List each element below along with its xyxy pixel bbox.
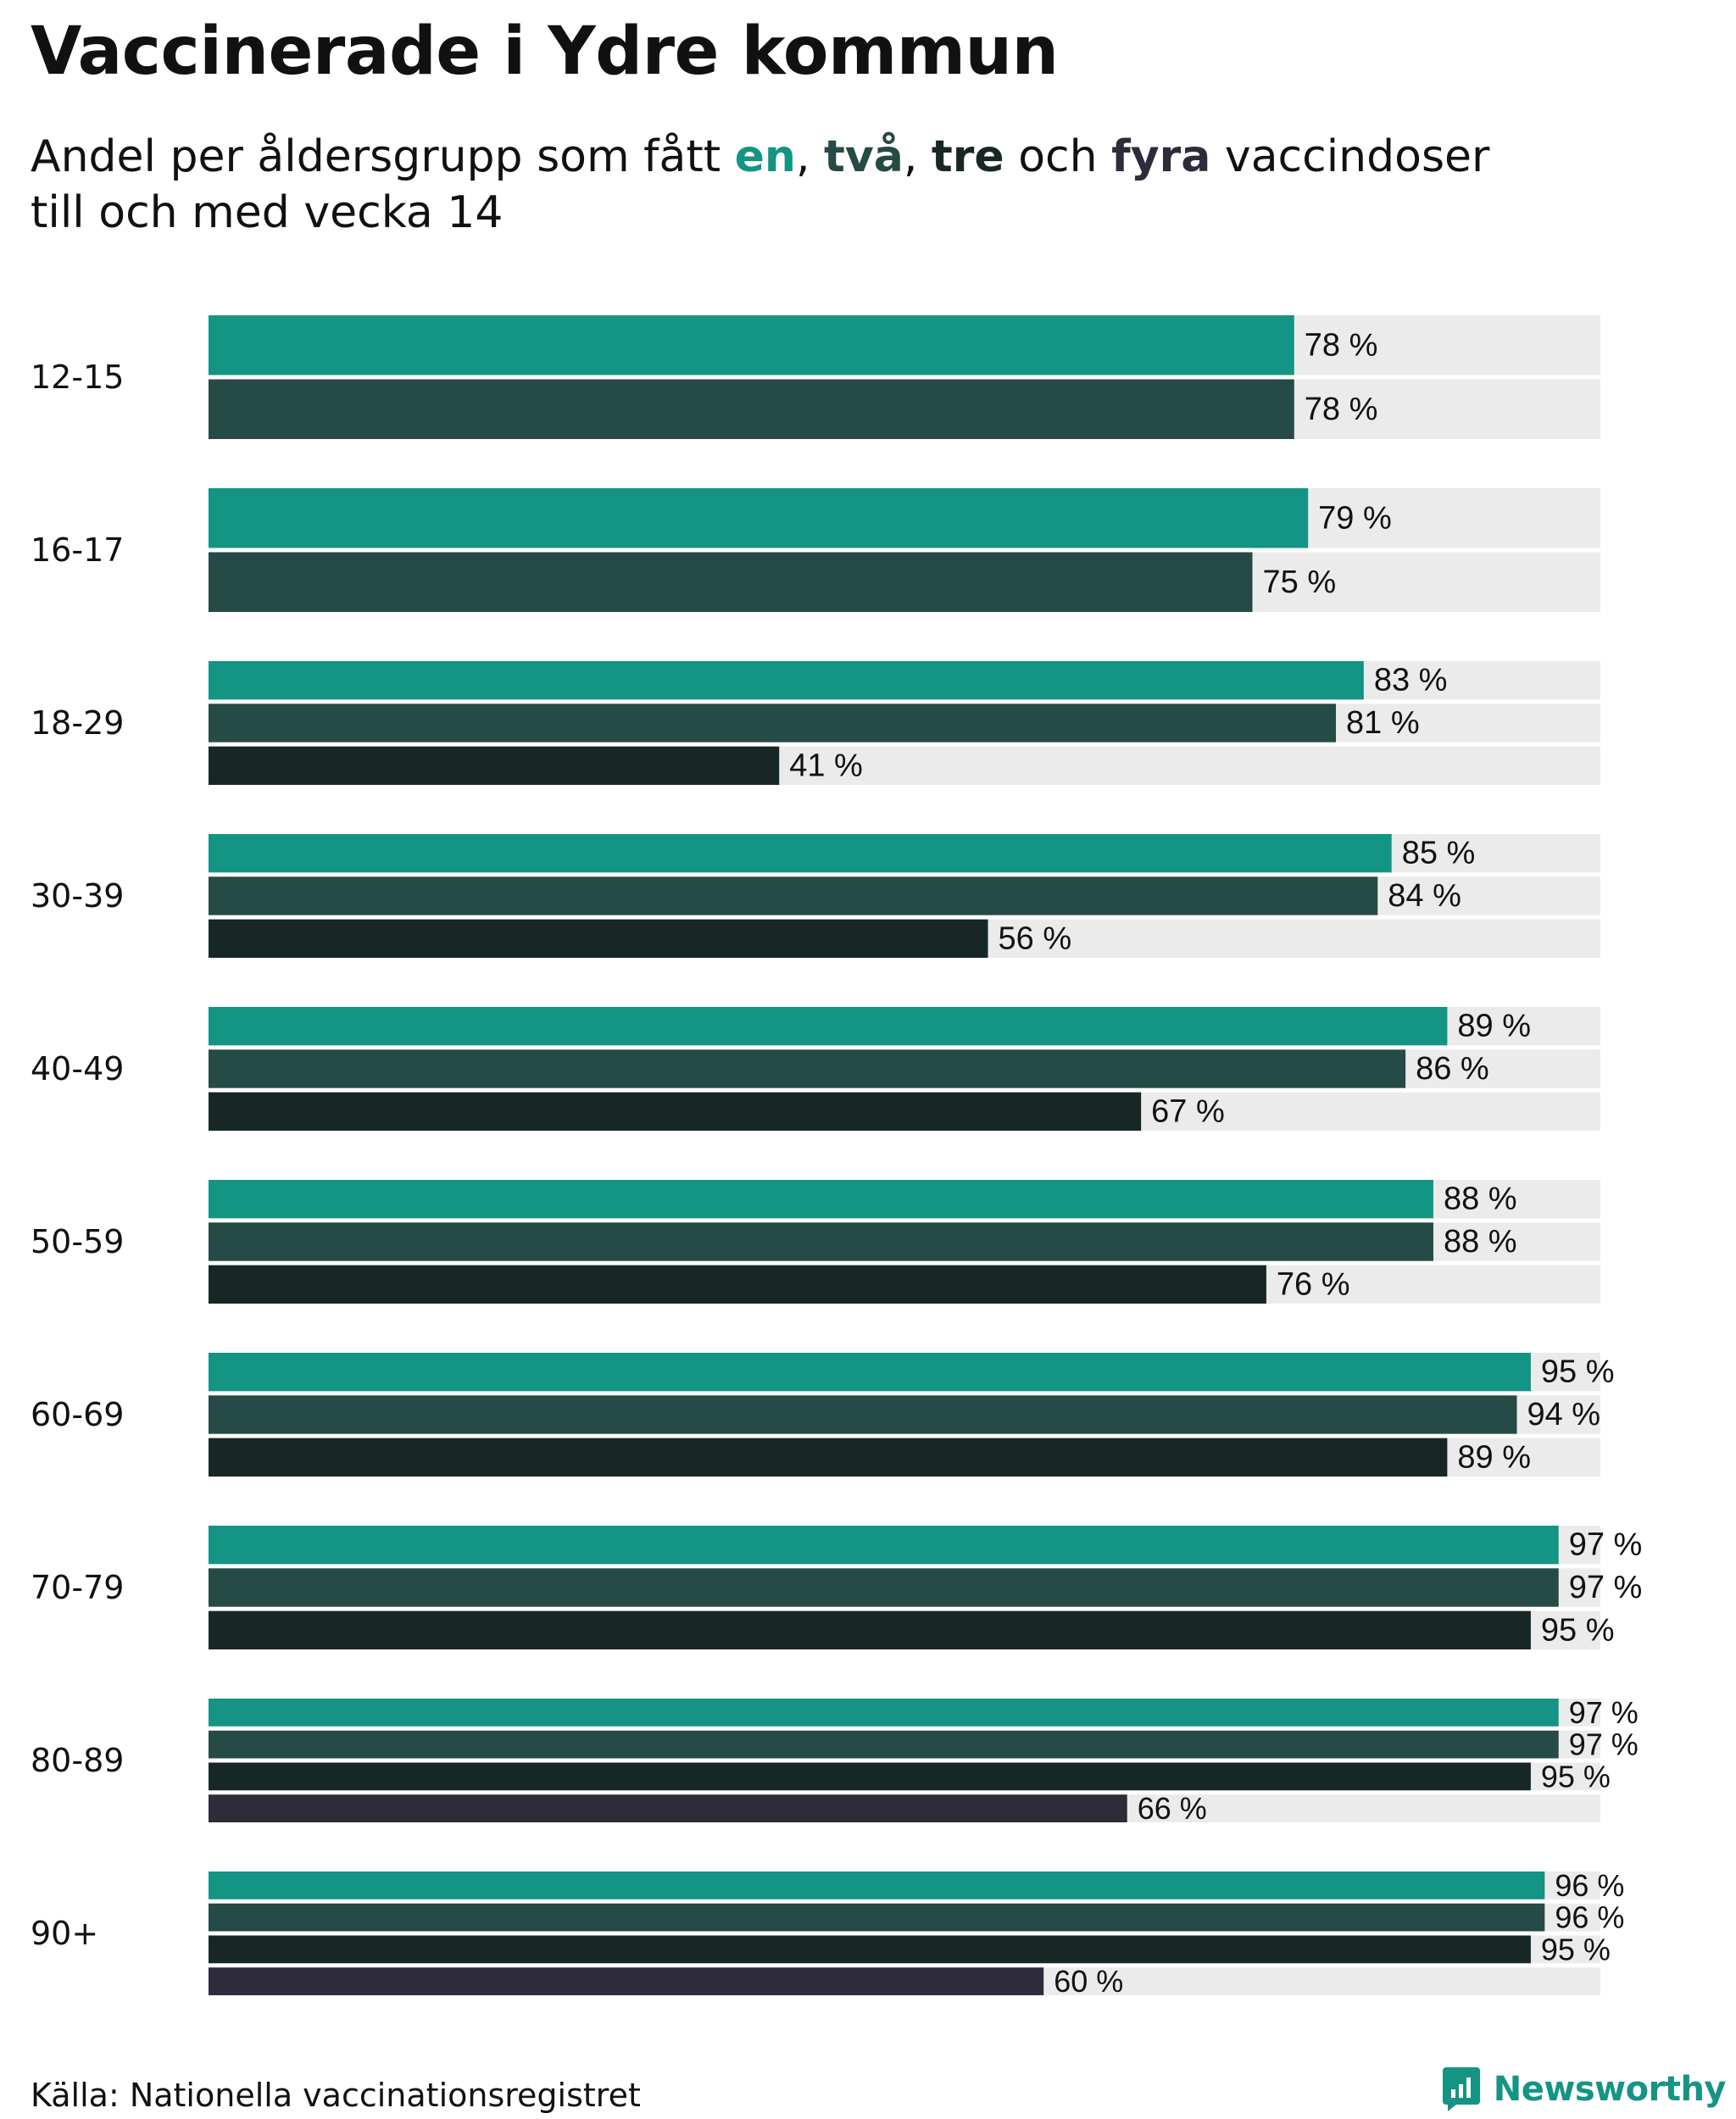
data-label: 88 % (1444, 1224, 1517, 1260)
bar-tva (209, 1395, 1517, 1434)
bar-tre (209, 1438, 1448, 1477)
bar-tva (209, 1568, 1559, 1607)
data-label: 76 % (1277, 1266, 1350, 1302)
data-label: 94 % (1527, 1397, 1600, 1432)
subtitle-prefix: Andel per åldersgrupp som fått (31, 131, 735, 182)
bar-en (209, 1180, 1433, 1219)
bar-en (209, 488, 1309, 548)
data-label: 67 % (1151, 1093, 1225, 1129)
bar-tre (209, 1935, 1531, 1964)
bar-en (209, 1526, 1559, 1565)
subtitle-line2: till och med vecka 14 (31, 187, 504, 238)
bar-tre (209, 1610, 1531, 1649)
data-label: 79 % (1318, 500, 1392, 536)
bar-tre (209, 1092, 1142, 1131)
category-label: 60-69 (31, 1396, 124, 1433)
data-label: 97 % (1569, 1695, 1639, 1730)
bar-tva (209, 704, 1337, 742)
legend-key-en: en (734, 131, 796, 182)
data-label: 95 % (1541, 1612, 1615, 1648)
chart-subtitle: Andel per åldersgrupp som fått en, två, … (31, 129, 1641, 241)
data-label: 97 % (1569, 1570, 1643, 1605)
category-label: 16-17 (31, 531, 124, 569)
bar-en (209, 1353, 1531, 1392)
data-label: 78 % (1305, 392, 1378, 427)
data-label: 95 % (1541, 1932, 1611, 1966)
data-label: 85 % (1402, 836, 1476, 871)
data-label: 89 % (1457, 1439, 1531, 1475)
category-label: 12-15 (31, 359, 124, 396)
data-label: 97 % (1569, 1727, 1639, 1762)
bar-tva (209, 1903, 1545, 1932)
bar-en (209, 661, 1364, 700)
subtitle-suffix: vaccindoser (1210, 131, 1490, 182)
bar-en (209, 834, 1392, 873)
data-label: 86 % (1416, 1051, 1489, 1087)
data-label: 56 % (999, 920, 1072, 956)
data-label: 95 % (1541, 1354, 1615, 1390)
bar-tre (209, 746, 780, 785)
brand-name: Newsworthy (1493, 2070, 1727, 2109)
data-label: 41 % (789, 748, 863, 783)
data-label: 96 % (1555, 1900, 1624, 1935)
category-label: 30-39 (31, 877, 124, 915)
subtitle-sep1: , (795, 131, 825, 182)
subtitle-sep2: , (903, 131, 932, 182)
bar-tva (209, 1730, 1559, 1759)
data-label: 66 % (1138, 1791, 1207, 1826)
data-label: 88 % (1444, 1182, 1517, 1217)
bar-tre (209, 1762, 1531, 1791)
legend-key-tre: tre (931, 131, 1004, 182)
brand: Newsworthy (1441, 2066, 1727, 2113)
category-label: 40-49 (31, 1050, 124, 1087)
bar-tre (209, 919, 988, 958)
legend-key-fyra: fyra (1111, 131, 1211, 182)
newsworthy-logo-icon (1442, 2067, 1480, 2111)
bar-tva (209, 379, 1294, 439)
data-label: 89 % (1457, 1009, 1531, 1044)
data-label: 81 % (1346, 705, 1420, 741)
category-label: 90+ (31, 1915, 98, 1952)
category-label: 70-79 (31, 1569, 124, 1606)
bar-tva (209, 1222, 1433, 1261)
bar-tva (209, 876, 1378, 915)
bar-fyra (209, 1794, 1127, 1822)
category-label: 18-29 (31, 704, 124, 742)
data-label: 78 % (1305, 327, 1378, 363)
bar-tva (209, 1049, 1406, 1088)
bar-chart: 12-15 78 % 78 % 16-17 79 % 75 % 18-29 83 % 81 % 4… (31, 315, 1643, 1999)
bar-tva (209, 552, 1253, 612)
bar-en (209, 1007, 1448, 1046)
data-label: 96 % (1555, 1868, 1624, 1903)
source-note: Källa: Nationella vaccinationsregistret (31, 2077, 641, 2114)
legend-key-tva: två (824, 131, 904, 182)
category-label: 80-89 (31, 1742, 124, 1779)
bar-en (209, 315, 1294, 375)
data-label: 60 % (1054, 1964, 1123, 1999)
bar-fyra (209, 1967, 1044, 1995)
chart-title: Vaccinerade i Ydre kommun (31, 14, 1059, 90)
bar-en (209, 1872, 1545, 1899)
bar-en (209, 1699, 1559, 1727)
subtitle-mid: och (1004, 131, 1112, 182)
data-label: 95 % (1541, 1759, 1611, 1794)
data-label: 97 % (1569, 1527, 1643, 1563)
category-label: 50-59 (31, 1223, 124, 1260)
data-label: 84 % (1388, 878, 1461, 914)
data-label: 83 % (1374, 663, 1448, 698)
bar-tre (209, 1265, 1266, 1304)
data-label: 75 % (1263, 565, 1337, 600)
